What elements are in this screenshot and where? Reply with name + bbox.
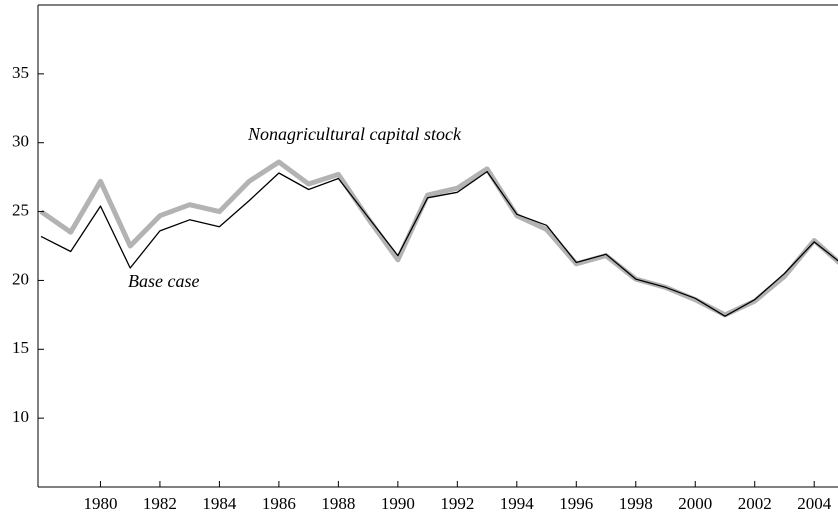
x-tick-label: 1986	[262, 494, 296, 513]
x-tick-label: 1994	[500, 494, 535, 513]
x-tick-label: 2004	[797, 494, 832, 513]
y-tick-label: 30	[12, 132, 29, 151]
x-tick-label: 2000	[678, 494, 712, 513]
line-series	[40, 170, 838, 317]
y-tick-label: 15	[12, 338, 29, 357]
x-tick-label: 1988	[321, 494, 355, 513]
x-tick-label: 2002	[738, 494, 772, 513]
x-tick-label: 1984	[202, 494, 237, 513]
x-tick-label: 1996	[559, 494, 593, 513]
series-label: Base case	[128, 271, 199, 291]
x-tick-label: 1982	[143, 494, 177, 513]
series-label: Nonagricultural capital stock	[247, 124, 462, 144]
y-tick-label: 20	[12, 269, 29, 288]
x-tick-label: 1998	[619, 494, 653, 513]
line-series	[39, 159, 838, 318]
x-tick-label: 1992	[440, 494, 474, 513]
y-tick-label: 35	[12, 63, 29, 82]
x-tick-label: 1990	[381, 494, 415, 513]
y-tick-label: 25	[12, 200, 29, 219]
y-tick-label: 10	[12, 407, 29, 426]
x-tick-label: 1980	[83, 494, 117, 513]
